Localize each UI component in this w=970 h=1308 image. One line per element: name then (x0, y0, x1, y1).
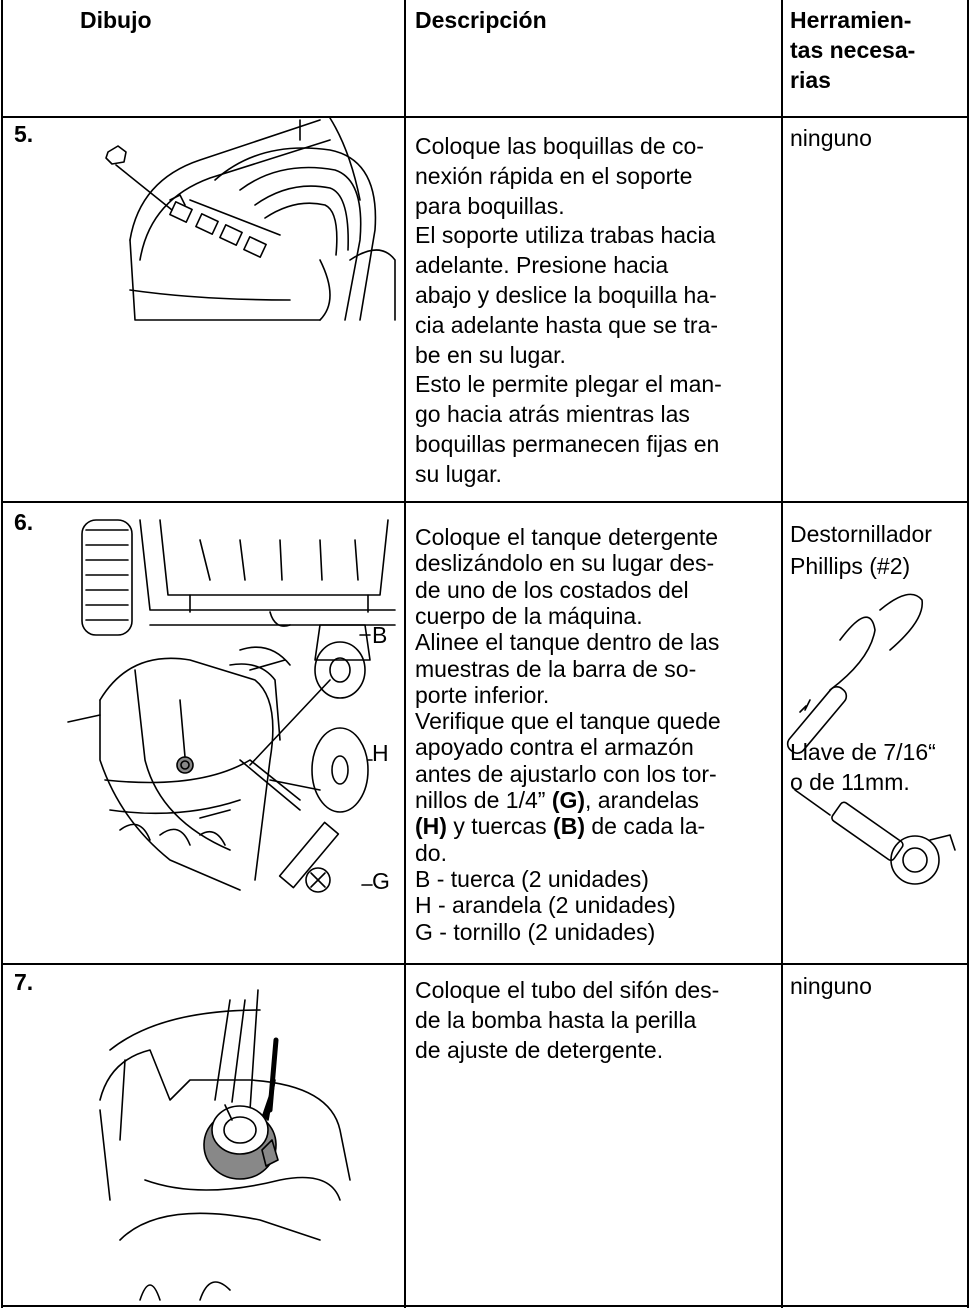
tool: Llave de 7/16“ (790, 739, 936, 765)
description-line: porte inferior. (415, 681, 550, 708)
header-tools: tas necesa- (790, 37, 916, 63)
description-line: boquillas permanecen fijas en (415, 431, 720, 457)
tool: o de 11mm. (790, 769, 910, 795)
description-line: muestras de la barra de so- (415, 655, 697, 682)
description-line: Esto le permite plegar el man- (415, 371, 722, 398)
text-segment: (G) (551, 787, 586, 813)
header-tools: rias (790, 67, 831, 93)
text-segment: (B) (553, 813, 585, 840)
nozzle-holder-drawing (105, 117, 396, 321)
part-label: H (372, 740, 389, 766)
description-line: cuerpo de la máquina. (415, 602, 643, 629)
detergent-tank-drawing (67, 519, 956, 893)
part-label: B (372, 622, 388, 648)
border (967, 0, 969, 1308)
description-line: nillos de 1/4” (G), arandelas (415, 786, 699, 814)
row-line (1, 501, 969, 503)
row-line (1, 1305, 969, 1307)
description-line: adelante. Presione hacia (415, 252, 669, 279)
row-line (1, 116, 969, 118)
siphon-tube-drawing (99, 989, 351, 1301)
header-drawing: Dibujo (80, 7, 152, 33)
tool: Phillips (#2) (790, 553, 911, 579)
part-label: G (372, 868, 390, 894)
column-line (404, 0, 406, 1308)
description-line: para boquillas. (415, 192, 565, 219)
description-line: Verifique que el tanque quede (415, 708, 721, 735)
header-description: Descripción (415, 7, 547, 33)
description-line: de la bomba hasta la perilla (415, 1007, 697, 1033)
border (1, 0, 3, 1308)
description-line: apoyado contra el armazón (415, 734, 694, 761)
text-segment: nillos de 1/4” (415, 787, 552, 813)
description-line: antes de ajustarlo con los tor- (415, 760, 717, 787)
row-line (1, 963, 969, 965)
step-number: 6. (14, 509, 34, 535)
description-line: de ajuste de detergente. (415, 1037, 664, 1063)
tool: ninguno (790, 973, 872, 999)
text-segment: (H) (415, 813, 447, 840)
description-line: G - tornillo (2 unidades) (415, 918, 656, 945)
description-line: El soporte utiliza trabas hacia (415, 222, 716, 249)
description-line: H - arandela (2 unidades) (415, 892, 676, 919)
description-line: nexión rápida en el soporte (415, 162, 693, 189)
description-line: su lugar. (415, 460, 502, 487)
text-segment: y tuercas (446, 813, 554, 840)
header-tools: Herramien- (790, 7, 912, 33)
column-line (781, 0, 783, 1308)
step-number: 5. (14, 121, 34, 147)
description-line: Coloque las boquillas de co- (415, 133, 704, 159)
text-segment: de cada la- (584, 813, 706, 840)
description-line: Coloque el tanque detergente (415, 524, 719, 550)
tool: ninguno (790, 125, 872, 151)
description-line: (H) y tuercas (B) de cada la- (415, 812, 705, 840)
text-segment: , arandelas (585, 787, 699, 813)
description-line: B - tuerca (2 unidades) (415, 865, 649, 892)
description-line: de uno de los costados del (415, 576, 689, 603)
description-line: Coloque el tubo del sifón des- (415, 977, 720, 1003)
description-line: do. (415, 839, 447, 866)
tool: Destornillador (790, 521, 932, 547)
description-line: deslizándolo en su lugar des- (415, 550, 715, 577)
step-number: 7. (14, 969, 34, 995)
description-line: Alinee el tanque dentro de las (415, 629, 720, 656)
description-line: be en su lugar. (415, 341, 566, 368)
description-line: cia adelante hasta que se tra- (415, 311, 719, 338)
description-line: abajo y deslice la boquilla ha- (415, 282, 717, 308)
description-line: go hacia atrás mientras las (415, 401, 690, 428)
